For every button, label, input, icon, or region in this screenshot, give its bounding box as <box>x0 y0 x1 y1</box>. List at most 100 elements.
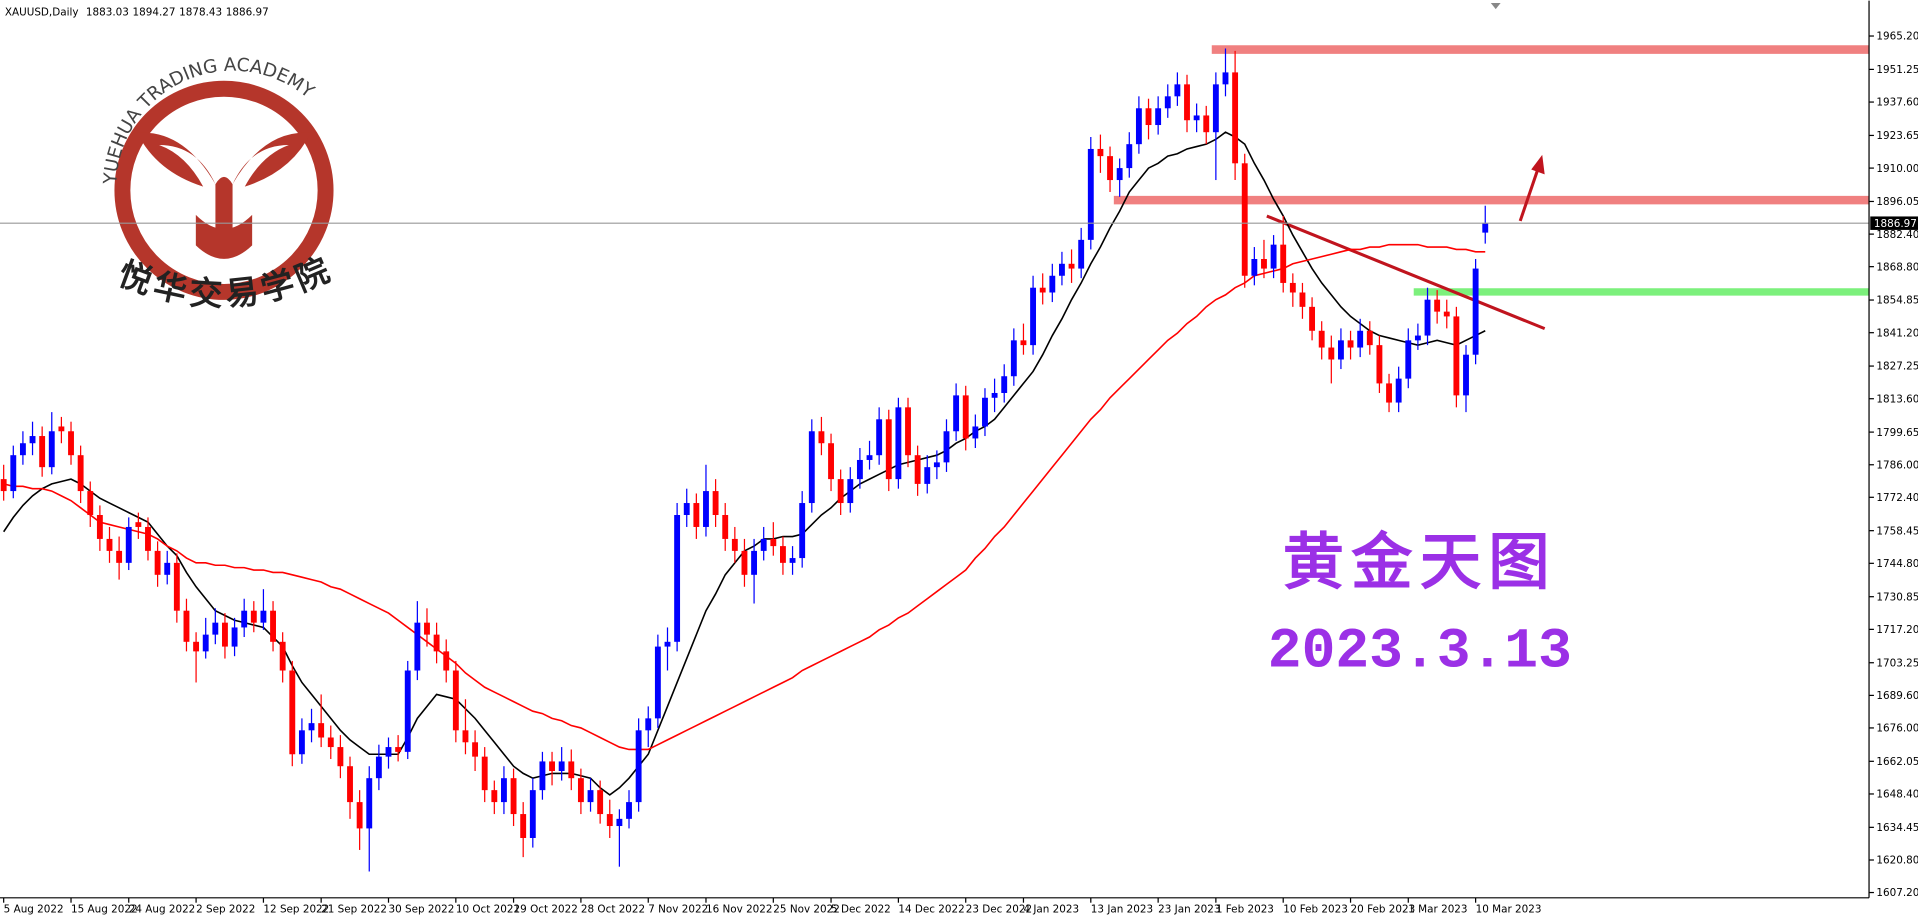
high: 1894.27 <box>133 6 176 18</box>
candle-body <box>96 515 103 539</box>
candle-body <box>77 455 84 492</box>
y-tick-label: 1937.60 <box>1876 97 1918 109</box>
candle-body <box>1463 354 1469 396</box>
candle-body <box>693 503 700 527</box>
x-tick-label: 21 Sep 2022 <box>321 903 387 915</box>
candle-body <box>953 395 960 432</box>
candle-body <box>645 718 652 731</box>
candle-body <box>183 610 190 642</box>
candle-body <box>366 778 373 829</box>
x-tick-label: 7 Nov 2022 <box>648 903 708 915</box>
candle-body <box>1443 311 1450 317</box>
candle-body <box>549 761 555 771</box>
header: XAUUSD,Daily 1883.03 1894.27 1878.43 1886.97 <box>5 6 269 18</box>
candle-body <box>1059 263 1065 276</box>
candle-body <box>279 641 286 671</box>
candle-body <box>1232 72 1239 164</box>
candle-body <box>1251 259 1258 276</box>
candle-body <box>1222 72 1229 85</box>
arrow-shaft <box>1518 166 1541 222</box>
candle-body <box>1155 108 1162 126</box>
candle-body <box>424 622 430 635</box>
candle-body <box>173 562 180 611</box>
candle-body <box>712 491 719 516</box>
y-tick-label: 1620.80 <box>1876 855 1918 867</box>
candle-body <box>250 610 257 623</box>
candle-body <box>1107 156 1113 181</box>
candle-body <box>1357 330 1364 348</box>
candle-body <box>1434 299 1441 312</box>
y-tick-label: 1923.65 <box>1876 130 1918 142</box>
candle-body <box>962 395 969 439</box>
candle-body <box>635 730 642 803</box>
candle-body <box>414 622 421 671</box>
candle-body <box>982 397 988 427</box>
candle-body <box>48 431 55 468</box>
candle-body <box>1280 244 1287 283</box>
candle-body <box>135 522 142 527</box>
y-tick-label: 1841.20 <box>1876 327 1918 339</box>
candle-body <box>0 479 7 492</box>
candle-body <box>1289 282 1296 293</box>
candle-body <box>443 651 450 671</box>
candle-body <box>1299 292 1306 307</box>
x-tick-label: 28 Oct 2022 <box>581 903 645 915</box>
logo-ring <box>114 80 334 300</box>
candle-body <box>1174 84 1181 97</box>
y-tick-label: 1676.00 <box>1876 723 1918 735</box>
candle-body <box>1001 376 1008 393</box>
candle-body <box>1328 347 1335 360</box>
candle-body <box>337 747 344 767</box>
candle-body <box>58 426 65 432</box>
candle-body <box>577 778 584 803</box>
candle-body <box>298 730 305 755</box>
y-tick-label: 1965.20 <box>1876 31 1918 43</box>
drawings <box>1113 45 1870 331</box>
x-tick-label: 30 Sep 2022 <box>388 903 454 915</box>
candle-body <box>1097 148 1104 157</box>
candle-body <box>462 730 469 743</box>
candle-body <box>145 526 151 551</box>
y-tick-label: 1772.40 <box>1876 492 1918 504</box>
y-tick-label: 1951.25 <box>1876 64 1918 76</box>
symbol: XAUUSD,Daily <box>5 6 79 18</box>
candle-body <box>433 634 440 652</box>
candle-body <box>1203 115 1210 133</box>
candle-body <box>828 443 834 480</box>
candle-body <box>318 723 325 738</box>
candle-body <box>789 558 796 563</box>
y-tick-label: 1882.40 <box>1876 229 1918 241</box>
candle-body <box>193 641 200 652</box>
logo-emblem <box>137 132 311 252</box>
x-tick-label: 5 Aug 2022 <box>4 903 64 915</box>
overlay-title: 黄金天图 <box>1283 527 1557 598</box>
candle-body <box>375 756 382 779</box>
candle-body <box>1414 335 1421 341</box>
y-tick-label: 1717.20 <box>1876 624 1918 636</box>
x-tick-label: 19 Oct 2022 <box>514 903 578 915</box>
candle-body <box>741 550 748 575</box>
y-tick-label: 1786.00 <box>1876 459 1918 471</box>
candle-body <box>1184 84 1190 121</box>
y-tick-label: 1689.60 <box>1876 690 1918 702</box>
candle-body <box>568 761 575 779</box>
candle-body <box>1424 299 1431 336</box>
candle-body <box>260 610 267 623</box>
candle-body <box>404 670 411 752</box>
candle-body <box>472 742 479 757</box>
y-tick-label: 1910.00 <box>1876 163 1918 175</box>
candle-body <box>212 622 219 635</box>
candle-body <box>924 467 931 484</box>
y-tick-label: 1634.45 <box>1876 822 1918 834</box>
candle-body <box>683 503 690 516</box>
logo-emblem-base <box>195 214 253 259</box>
candle-body <box>385 747 392 757</box>
candle-body <box>270 610 276 642</box>
candle-body <box>799 503 806 559</box>
candle-body <box>606 814 613 827</box>
x-tick-label: 4 Jan 2023 <box>1023 903 1079 915</box>
candle-body <box>597 790 604 815</box>
candle-body <box>1472 268 1479 355</box>
